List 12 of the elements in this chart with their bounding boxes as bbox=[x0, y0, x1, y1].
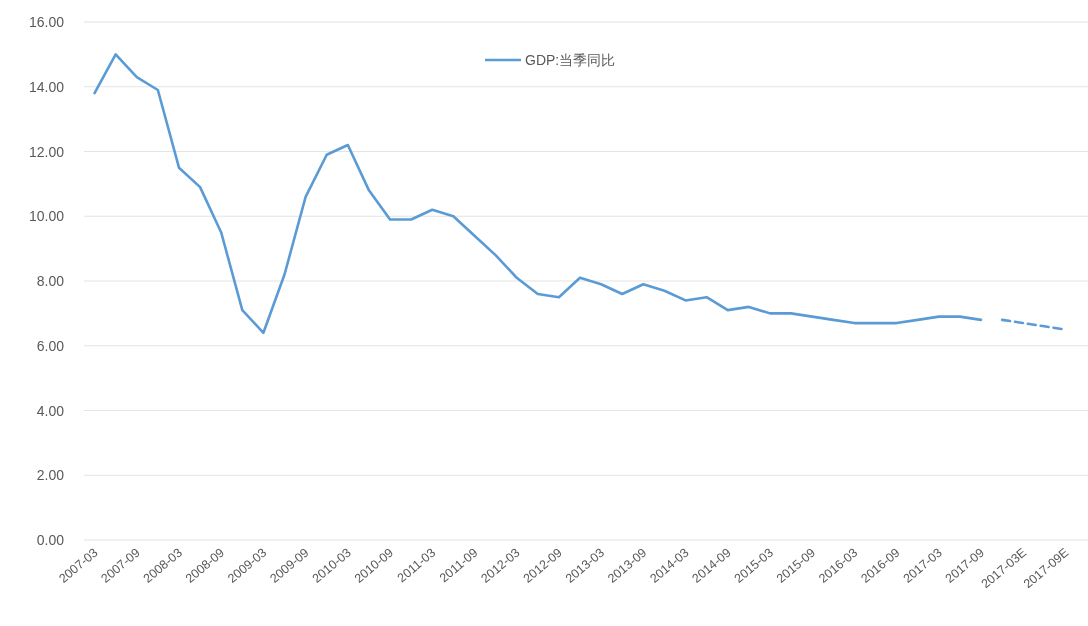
y-tick-label: 2.00 bbox=[36, 467, 65, 484]
legend: GDP:当季同比 bbox=[485, 52, 616, 68]
y-tick-label: 16.00 bbox=[28, 14, 65, 30]
y-tick-label: 14.00 bbox=[28, 78, 65, 95]
line-series bbox=[93, 53, 983, 335]
y-tick-label: 6.00 bbox=[36, 337, 65, 354]
y-tick-label: 10.00 bbox=[28, 208, 65, 225]
y-tick-label: 0.00 bbox=[36, 532, 65, 548]
legend-label: GDP:当季同比 bbox=[525, 52, 616, 68]
y-tick-label: 8.00 bbox=[36, 273, 65, 289]
y-tick-label: 12.00 bbox=[28, 143, 65, 160]
y-tick-label: 4.00 bbox=[36, 402, 65, 419]
